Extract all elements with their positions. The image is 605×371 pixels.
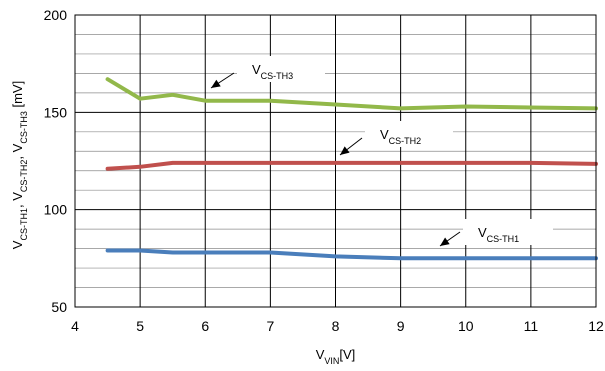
y-axis-label: VCS-TH1, VCS-TH2, VCS-TH3 [mV] — [10, 81, 29, 249]
callout-arrowhead — [211, 79, 221, 88]
x-tick-label: 10 — [458, 318, 474, 334]
x-tick-label: 9 — [397, 318, 405, 334]
series-line-v-cs-th1 — [105, 248, 598, 261]
series-label: VCS-TH3 — [252, 62, 293, 81]
x-tick-label: 6 — [201, 318, 209, 334]
series-layer — [105, 77, 598, 261]
callout-box — [237, 56, 325, 82]
x-tick-label: 11 — [524, 318, 539, 334]
series-line-v-cs-th2 — [105, 160, 598, 171]
y-tick-labels: 50 100 150 200 — [44, 7, 68, 315]
y-tick-label: 50 — [51, 299, 67, 315]
series-label: VCS-TH1 — [478, 225, 519, 244]
y-tick-label: 100 — [44, 202, 68, 218]
callout-arrowhead — [340, 146, 350, 155]
callout-box — [365, 121, 453, 147]
y-tick-label: 200 — [44, 7, 68, 23]
callout-arrowhead — [440, 237, 450, 246]
x-axis-label: VVIN[V] — [316, 347, 356, 366]
series-line-v-cs-th3 — [105, 77, 598, 111]
x-tick-label: 5 — [136, 318, 144, 334]
callout-box — [463, 219, 553, 245]
x-tick-labels: 4 5 6 7 8 9 10 11 12 — [71, 318, 604, 334]
x-tick-label: 4 — [71, 318, 79, 334]
x-tick-label: 7 — [266, 318, 274, 334]
series-label: VCS-TH2 — [380, 127, 421, 146]
y-tick-label: 150 — [44, 104, 68, 120]
x-tick-label: 12 — [588, 318, 604, 334]
plot-frame — [74, 14, 597, 308]
x-tick-label: 8 — [332, 318, 340, 334]
annotations: VCS-TH3 VCS-TH2 VCS-TH1 — [210, 56, 553, 247]
